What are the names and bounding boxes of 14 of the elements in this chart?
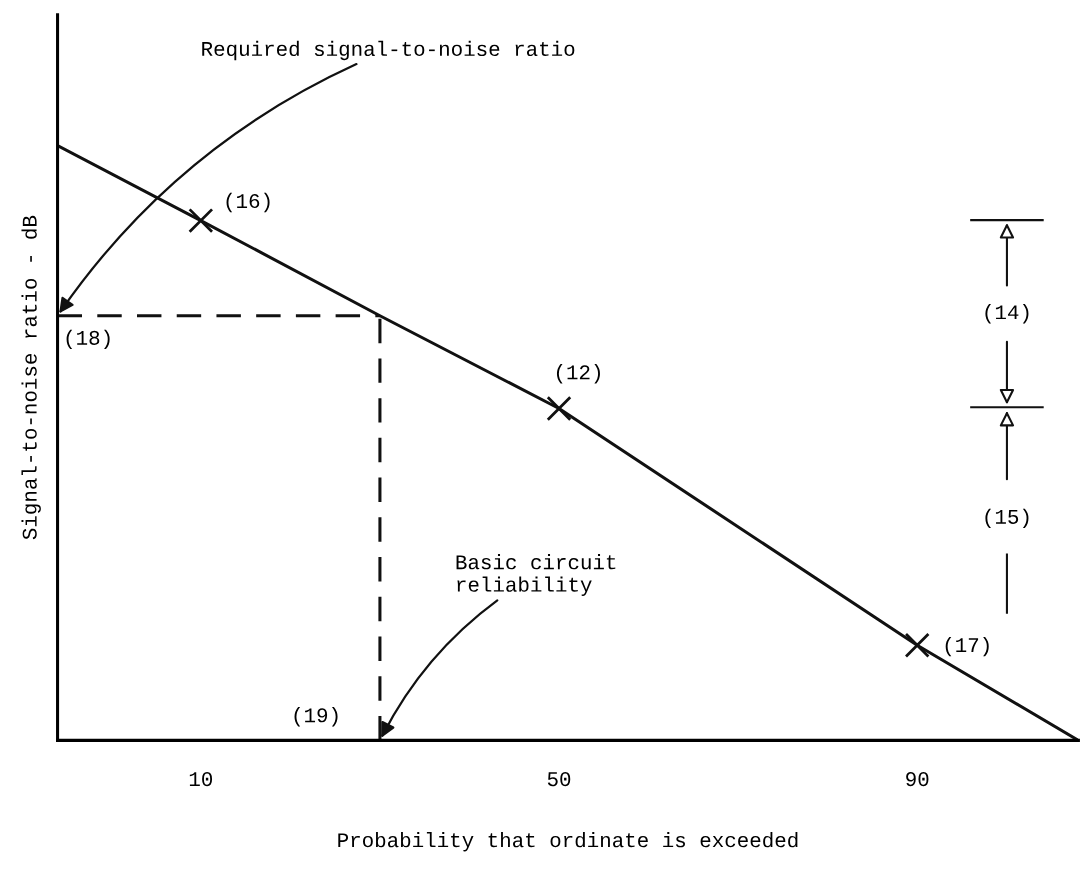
annotation: (17) <box>945 636 989 657</box>
x-tick-label: 50 <box>547 772 571 787</box>
annotation: (15) <box>985 508 1029 529</box>
annotation: (19) <box>294 707 338 727</box>
annotation: (18) <box>66 329 110 350</box>
y-axis-title: Signal-to-noise ratio - dB <box>21 215 41 540</box>
annotation: (16) <box>226 192 270 213</box>
x-tick-label: 10 <box>189 772 213 787</box>
annotation: (14) <box>985 304 1029 324</box>
annotation: (12) <box>556 364 600 384</box>
annotation: Basic circuit reliability <box>456 554 616 596</box>
annotation: Required signal-to-noise ratio <box>202 40 575 61</box>
x-tick-label: 90 <box>906 772 929 787</box>
x-axis-title: Probability that ordinate is exceeded <box>338 832 798 852</box>
